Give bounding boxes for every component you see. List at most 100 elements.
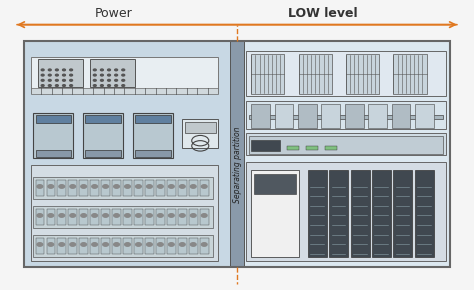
Circle shape <box>70 243 75 246</box>
Bar <box>351 170 370 257</box>
Circle shape <box>114 214 119 217</box>
Circle shape <box>81 185 86 188</box>
Bar <box>145 238 154 254</box>
Bar <box>112 209 121 225</box>
Circle shape <box>103 185 109 188</box>
Bar <box>246 51 446 96</box>
Bar <box>189 209 198 225</box>
Bar <box>36 150 71 157</box>
Bar <box>46 238 55 254</box>
Text: LOW level: LOW level <box>288 7 357 19</box>
Circle shape <box>146 214 152 217</box>
Bar <box>345 104 364 128</box>
Circle shape <box>63 79 65 81</box>
Bar <box>36 180 44 196</box>
Circle shape <box>81 214 86 217</box>
Bar <box>24 41 450 267</box>
Bar <box>200 209 209 225</box>
Text: Power: Power <box>95 7 133 19</box>
Circle shape <box>63 85 65 86</box>
Circle shape <box>100 74 103 76</box>
Bar <box>46 209 55 225</box>
Circle shape <box>201 185 207 188</box>
Bar <box>38 59 83 87</box>
Bar <box>135 150 171 157</box>
Bar <box>230 41 244 267</box>
Circle shape <box>180 243 185 246</box>
Circle shape <box>100 69 103 71</box>
Circle shape <box>122 79 125 81</box>
Bar <box>254 174 296 194</box>
Circle shape <box>157 214 163 217</box>
Circle shape <box>169 185 174 188</box>
Bar <box>167 238 175 254</box>
Circle shape <box>180 185 185 188</box>
Circle shape <box>93 74 96 76</box>
Bar <box>101 209 110 225</box>
Bar <box>246 102 446 129</box>
Bar <box>200 180 209 196</box>
Circle shape <box>92 214 98 217</box>
Bar <box>246 162 446 261</box>
Bar <box>249 136 443 154</box>
Circle shape <box>201 214 207 217</box>
Circle shape <box>41 74 44 76</box>
Circle shape <box>114 243 119 246</box>
Circle shape <box>59 243 64 246</box>
Circle shape <box>125 214 130 217</box>
Circle shape <box>108 79 110 81</box>
Circle shape <box>180 214 185 217</box>
Bar <box>33 177 213 199</box>
Circle shape <box>93 85 96 86</box>
Bar <box>123 209 132 225</box>
Bar <box>415 170 434 257</box>
Circle shape <box>93 69 96 71</box>
Circle shape <box>48 79 51 81</box>
Bar <box>274 104 293 128</box>
Circle shape <box>48 185 54 188</box>
Bar <box>101 238 110 254</box>
Bar <box>299 54 332 94</box>
Circle shape <box>191 214 196 217</box>
Bar <box>189 180 198 196</box>
Circle shape <box>92 243 98 246</box>
Bar <box>46 180 55 196</box>
Circle shape <box>70 85 73 86</box>
Bar <box>33 113 73 158</box>
Bar <box>251 54 284 94</box>
Bar <box>85 150 121 157</box>
Bar <box>156 238 164 254</box>
Circle shape <box>125 243 130 246</box>
Circle shape <box>70 74 73 76</box>
Circle shape <box>70 214 75 217</box>
Bar <box>145 180 154 196</box>
Circle shape <box>122 69 125 71</box>
Bar <box>57 209 66 225</box>
Bar <box>182 119 218 148</box>
Circle shape <box>48 74 51 76</box>
Bar <box>79 209 88 225</box>
Bar <box>287 146 299 150</box>
Bar <box>368 104 387 128</box>
Circle shape <box>63 74 65 76</box>
Circle shape <box>41 79 44 81</box>
Bar <box>91 209 99 225</box>
Bar <box>308 170 327 257</box>
Bar <box>189 238 198 254</box>
Bar <box>178 238 187 254</box>
Bar <box>36 238 44 254</box>
Bar <box>123 180 132 196</box>
Bar <box>306 146 318 150</box>
Bar <box>346 54 379 94</box>
Bar <box>393 54 427 94</box>
Circle shape <box>55 69 58 71</box>
Bar <box>392 104 410 128</box>
Bar <box>156 209 164 225</box>
Circle shape <box>37 185 43 188</box>
Bar <box>101 180 110 196</box>
Circle shape <box>157 185 163 188</box>
Bar <box>91 238 99 254</box>
Bar <box>36 209 44 225</box>
Bar <box>178 180 187 196</box>
Bar <box>85 115 121 123</box>
